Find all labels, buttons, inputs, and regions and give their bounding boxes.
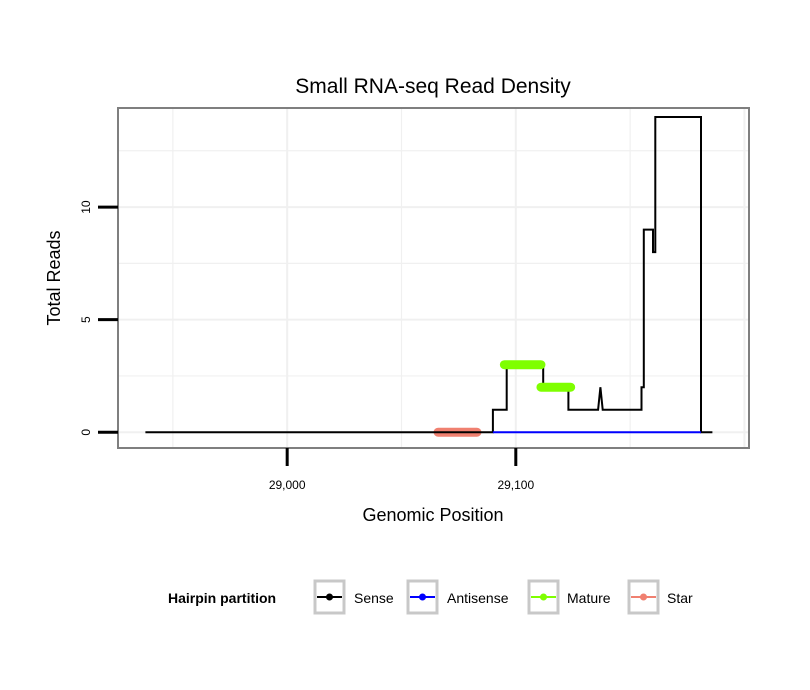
legend-item-sense: Sense [313,579,394,615]
legend-item-star: Star [627,579,693,615]
legend-label-sense: Sense [354,590,394,606]
legend-key-dot [326,593,333,601]
legend-item-antisense: Antisense [406,579,509,615]
legend-label-star: Star [667,590,693,606]
x-axis: 29,000 29,100 [269,448,534,492]
sense-line [145,116,713,434]
series-layer [145,116,713,437]
plot-panel-border [117,107,750,449]
legend-key-dot [419,593,426,601]
chart-title: Small RNA-seq Read Density [295,75,571,98]
legend-label-mature: Mature [567,590,611,606]
x-axis-title: Genomic Position [362,505,503,525]
legend-item-mature: Mature [527,579,611,615]
y-tick-label: 5 [79,316,93,323]
legend: Hairpin partition Sense Antisense Mature… [168,579,693,615]
y-tick-label: 0 [79,429,93,436]
legend-key-dot [640,593,647,601]
y-axis: 0 5 10 [79,200,118,436]
y-tick-label: 10 [79,200,93,214]
x-tick-label: 29,000 [269,478,306,492]
legend-label-antisense: Antisense [447,590,509,606]
legend-key-dot [540,593,547,601]
x-tick-label: 29,100 [497,478,534,492]
y-axis-title: Total Reads [44,230,64,325]
legend-title: Hairpin partition [168,590,276,606]
